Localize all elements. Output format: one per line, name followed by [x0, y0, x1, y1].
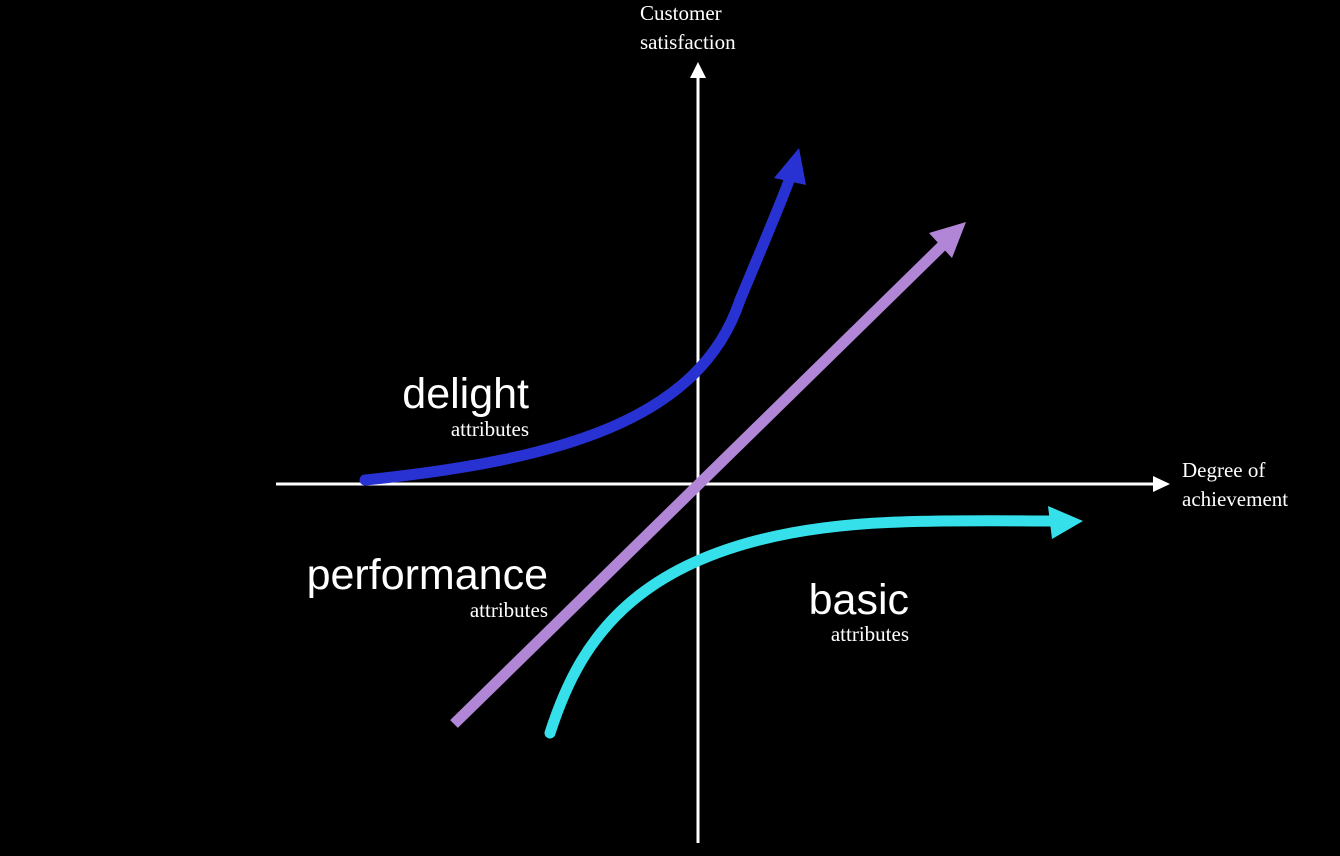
- axes: [276, 62, 1170, 843]
- y-axis-arrowhead: [690, 62, 706, 78]
- y-axis-label-line2: satisfaction: [640, 30, 736, 54]
- delight-title: delight: [402, 370, 529, 418]
- performance-subtitle: attributes: [470, 598, 548, 622]
- delight-subtitle: attributes: [451, 417, 529, 441]
- basic-subtitle: attributes: [831, 622, 909, 646]
- performance-title: performance: [307, 551, 548, 599]
- basic-curve-arrowhead: [1048, 506, 1083, 539]
- delight-curve-line: [359, 172, 796, 486]
- basic-curve: [544, 506, 1083, 739]
- x-axis-arrowhead: [1153, 476, 1170, 492]
- performance-curve-line: [450, 241, 947, 728]
- delight-curve: [359, 148, 806, 486]
- basic-title: basic: [809, 576, 909, 624]
- basic-curve-line: [544, 515, 1058, 739]
- x-axis-label-line1: Degree of: [1182, 458, 1265, 482]
- performance-curve: [450, 222, 966, 728]
- performance-curve-arrowhead: [929, 222, 966, 258]
- y-axis-label-line1: Customer: [640, 1, 722, 25]
- x-axis-label-line2: achievement: [1182, 487, 1288, 511]
- delight-curve-arrowhead: [774, 148, 806, 185]
